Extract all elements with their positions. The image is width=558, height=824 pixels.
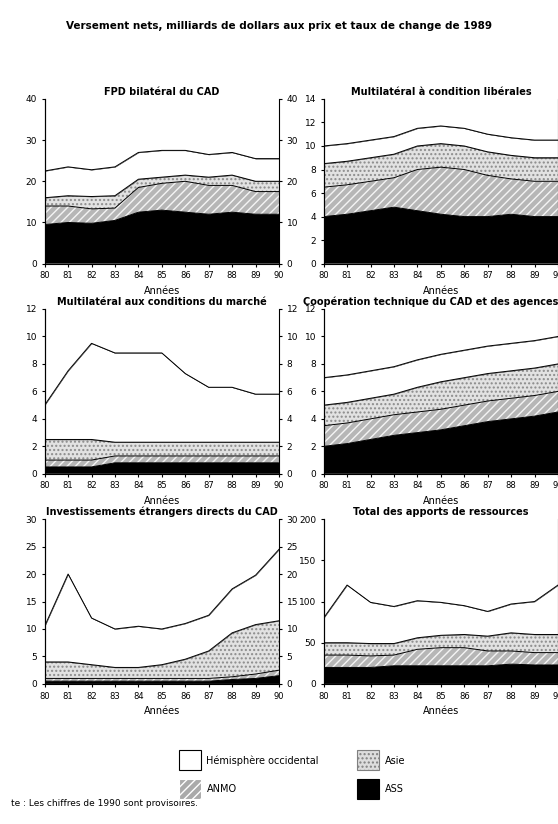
Text: ASS: ASS bbox=[385, 784, 404, 794]
Text: te : Les chiffres de 1990 sont provisoires.: te : Les chiffres de 1990 sont provisoir… bbox=[11, 798, 198, 808]
Title: Coopération technique du CAD et des agences NU: Coopération technique du CAD et des agen… bbox=[304, 297, 558, 307]
Text: Asie: Asie bbox=[385, 756, 406, 765]
Title: Total des apports de ressources: Total des apports de ressources bbox=[353, 507, 528, 517]
X-axis label: Années: Années bbox=[144, 286, 180, 296]
X-axis label: Années: Années bbox=[423, 496, 459, 506]
Text: ANMO: ANMO bbox=[206, 784, 237, 794]
Title: Multilatéral à condition libérales: Multilatéral à condition libérales bbox=[350, 87, 531, 96]
X-axis label: Années: Années bbox=[144, 706, 180, 716]
X-axis label: Années: Années bbox=[144, 496, 180, 506]
Text: Versement nets, milliards de dollars aux prix et taux de change de 1989: Versement nets, milliards de dollars aux… bbox=[66, 21, 492, 30]
X-axis label: Années: Années bbox=[423, 706, 459, 716]
X-axis label: Années: Années bbox=[423, 286, 459, 296]
Text: Hémisphère occidental: Hémisphère occidental bbox=[206, 756, 319, 765]
Title: Multilatéral aux conditions du marché: Multilatéral aux conditions du marché bbox=[57, 297, 267, 307]
Title: FPD bilatéral du CAD: FPD bilatéral du CAD bbox=[104, 87, 219, 96]
Title: Investissements étrangers directs du CAD: Investissements étrangers directs du CAD bbox=[46, 507, 278, 517]
